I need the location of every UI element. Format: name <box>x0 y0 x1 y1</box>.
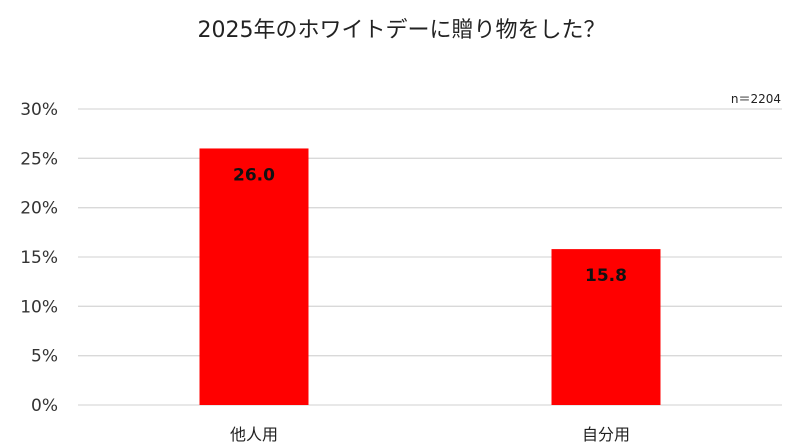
chart-title: 2025年のホワイトデーに贈り物をした？ <box>197 18 606 43</box>
x-tick-label: 他人用 <box>230 425 278 444</box>
data-label: 15.8 <box>585 266 627 286</box>
y-tick-label: 5% <box>31 347 58 367</box>
data-label: 26.0 <box>233 165 275 185</box>
y-tick-label: 25% <box>20 149 58 169</box>
y-tick-label: 10% <box>20 297 58 317</box>
y-tick-label: 30% <box>20 100 58 120</box>
bar <box>551 249 661 405</box>
sample-size-annotation: n＝2204 <box>730 92 781 106</box>
y-tick-label: 0% <box>31 396 58 416</box>
y-tick-label: 20% <box>20 199 58 219</box>
x-tick-label: 自分用 <box>582 425 630 444</box>
y-tick-label: 15% <box>20 248 58 268</box>
bar <box>199 148 309 405</box>
